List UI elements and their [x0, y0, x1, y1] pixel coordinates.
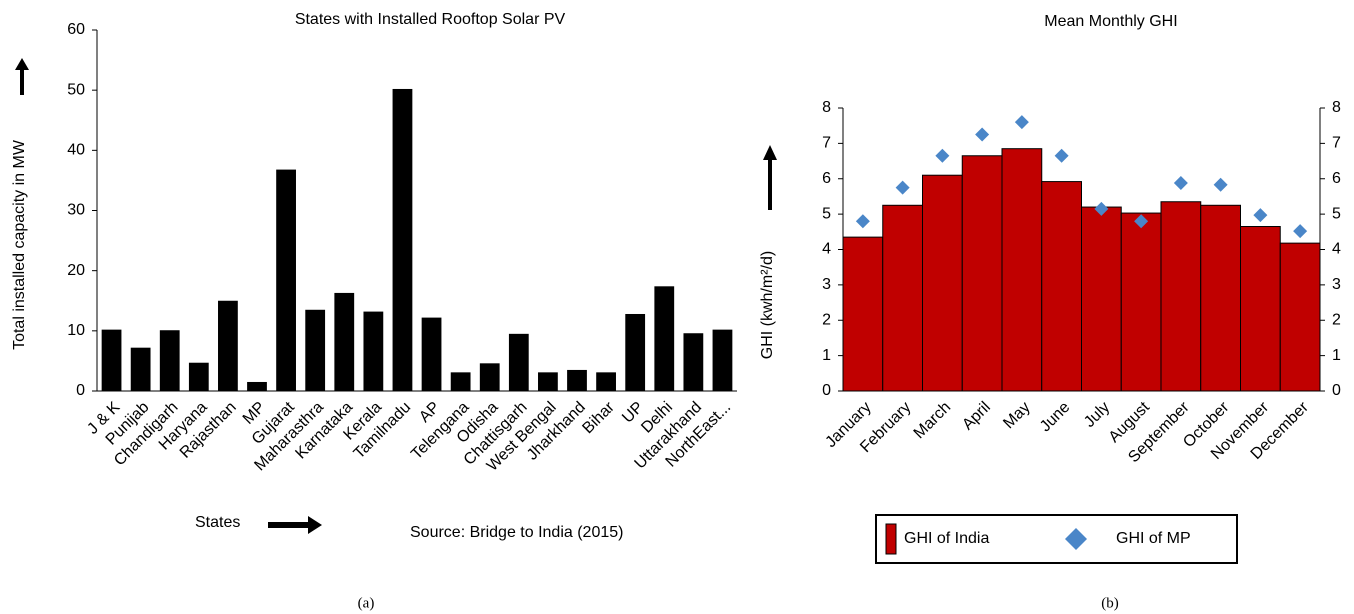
y-tick-label: 3	[822, 276, 831, 293]
bar	[1160, 201, 1202, 392]
y-tick-label: 30	[67, 202, 85, 219]
bar	[712, 329, 733, 391]
bar	[538, 372, 558, 391]
y2-tick-label: 6	[1332, 170, 1341, 187]
diamond-marker	[1293, 224, 1308, 239]
bar	[1279, 242, 1321, 392]
bar	[334, 292, 355, 391]
diamond-marker	[1094, 201, 1109, 216]
diamond-marker	[895, 180, 910, 195]
bar	[922, 174, 963, 392]
y-tick-label: 10	[67, 322, 85, 339]
bar	[305, 309, 326, 391]
bar	[1081, 206, 1122, 392]
x-tick-label: May	[1000, 399, 1033, 432]
diamond-marker	[855, 214, 870, 229]
x-tick-label: July	[1081, 399, 1113, 431]
caption: (b)	[1101, 595, 1119, 611]
y-tick-label: 20	[67, 262, 85, 279]
diamond-marker	[1173, 175, 1188, 190]
y-axis-label: GHI (kwh/m²/d)	[759, 251, 776, 359]
bar	[508, 333, 529, 391]
x-tick-label: June	[1037, 399, 1074, 436]
bar	[567, 369, 587, 391]
x-tick-label: April	[959, 399, 994, 434]
y-tick-label: 40	[67, 142, 85, 159]
bar	[247, 381, 267, 391]
bar	[654, 286, 675, 391]
y2-tick-label: 1	[1332, 347, 1341, 364]
y-tick-label: 0	[822, 382, 831, 399]
chart-title: Mean Monthly GHI	[1044, 13, 1177, 30]
bar	[596, 372, 616, 391]
y-tick-label: 6	[822, 170, 831, 187]
right-arrow	[268, 516, 322, 534]
x-tick-label: March	[911, 399, 954, 442]
diamond-marker	[935, 148, 950, 163]
y2-tick-label: 3	[1332, 276, 1341, 293]
bar	[842, 236, 884, 392]
x-axis-label: States	[195, 514, 240, 531]
up-arrow	[763, 145, 777, 210]
up-arrow	[15, 58, 29, 95]
y2-tick-label: 7	[1332, 135, 1341, 152]
y-tick-label: 8	[822, 99, 831, 116]
legend-swatch	[885, 523, 897, 555]
caption: (a)	[358, 595, 375, 611]
y2-tick-label: 4	[1332, 241, 1341, 258]
bar	[625, 313, 646, 391]
y2-tick-label: 5	[1332, 205, 1341, 222]
y2-tick-label: 0	[1332, 382, 1341, 399]
diamond-marker	[1054, 148, 1069, 163]
y-tick-label: 0	[76, 382, 85, 399]
y-axis-label: Total installed capacity in MW	[11, 139, 28, 350]
bar	[882, 204, 923, 392]
diamond-marker	[975, 127, 990, 142]
bar	[1001, 148, 1043, 392]
diamond-marker	[1014, 115, 1029, 130]
y-tick-label: 2	[822, 311, 831, 328]
y2-tick-label: 8	[1332, 99, 1341, 116]
annotation: Source: Bridge to India (2015)	[410, 524, 623, 541]
bar	[276, 169, 296, 391]
bar	[188, 362, 209, 391]
bar	[1200, 204, 1241, 392]
bar	[1240, 226, 1281, 392]
bar	[101, 329, 122, 391]
bar	[961, 155, 1003, 392]
y-tick-label: 60	[67, 21, 85, 38]
bar	[130, 347, 151, 391]
y2-tick-label: 2	[1332, 311, 1341, 328]
chart-title: States with Installed Rooftop Solar PV	[295, 11, 566, 28]
legend-label: GHI of MP	[1116, 530, 1191, 547]
bar	[421, 317, 442, 391]
y-tick-label: 4	[822, 241, 831, 258]
diamond-marker	[1134, 214, 1149, 229]
diamond-marker	[1213, 177, 1228, 192]
bar	[683, 333, 704, 391]
bar	[363, 311, 384, 391]
bar	[450, 372, 471, 391]
y-tick-label: 7	[822, 135, 831, 152]
x-tick-label: Bihar	[579, 398, 618, 437]
legend-swatch	[1065, 528, 1087, 550]
y-tick-label: 50	[67, 81, 85, 98]
diamond-marker	[1253, 208, 1268, 223]
bar	[392, 88, 413, 392]
y-tick-label: 1	[822, 347, 831, 364]
y-tick-label: 5	[822, 205, 831, 222]
bar	[479, 363, 500, 391]
legend-label: GHI of India	[904, 530, 989, 547]
bar	[159, 330, 180, 391]
bar	[218, 300, 238, 391]
bar	[1041, 181, 1082, 392]
bar	[1120, 212, 1162, 392]
legend-box	[875, 514, 1238, 564]
